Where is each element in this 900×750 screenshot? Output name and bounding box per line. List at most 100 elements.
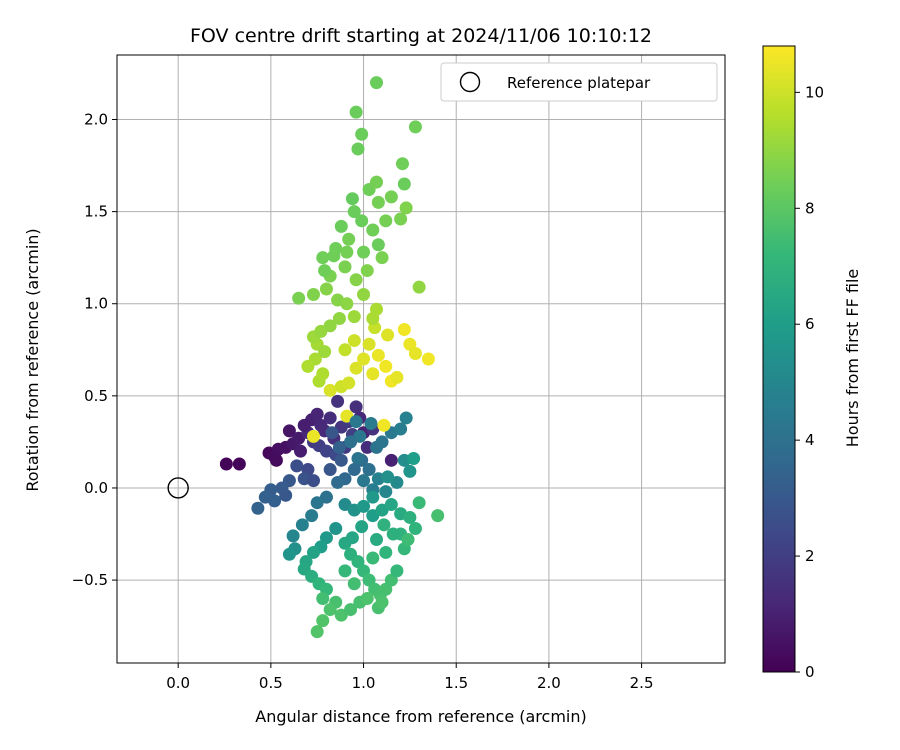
x-tick-label: 0.5	[259, 674, 283, 692]
y-axis-ticks: −0.5 0.0 0.5 1.0 1.5 2.0	[72, 110, 117, 589]
data-point	[357, 245, 371, 259]
legend-reference-marker-icon	[459, 71, 481, 93]
colorbar-label: Hours from first FF file	[843, 269, 862, 448]
data-point	[357, 474, 371, 488]
data-point	[407, 451, 421, 465]
data-point	[390, 370, 404, 384]
data-point	[297, 418, 311, 432]
data-point	[394, 422, 408, 436]
colorbar-ticks: 0 2 4 6 8 10	[795, 83, 824, 681]
data-point	[294, 444, 308, 458]
chart-title: FOV centre drift starting at 2024/11/06 …	[190, 25, 652, 47]
data-point	[377, 418, 391, 432]
data-point	[323, 319, 337, 333]
data-point	[366, 223, 380, 237]
data-point	[347, 463, 361, 477]
data-point	[347, 577, 361, 591]
data-point	[323, 463, 337, 477]
data-point	[219, 457, 233, 471]
data-point	[375, 251, 389, 265]
data-point	[355, 214, 369, 228]
data-point	[338, 260, 352, 274]
data-point	[349, 273, 363, 287]
data-point	[366, 490, 380, 504]
data-point	[384, 453, 398, 467]
data-point	[351, 142, 365, 156]
data-point	[357, 352, 371, 366]
data-point	[386, 527, 400, 541]
x-tick-label: 2.0	[537, 674, 561, 692]
data-point	[360, 440, 374, 454]
data-point	[395, 157, 409, 171]
reference-marker-layer	[167, 477, 189, 499]
y-tick-label: 0.0	[84, 479, 108, 497]
reference-platepar-marker	[167, 477, 189, 499]
data-point	[319, 282, 333, 296]
data-point	[394, 212, 408, 226]
data-point	[310, 407, 324, 421]
data-point	[357, 499, 371, 513]
data-point	[379, 359, 393, 373]
x-tick-label: 1.0	[352, 674, 376, 692]
y-tick-label: −0.5	[72, 571, 108, 589]
data-point	[370, 175, 384, 189]
data-point	[344, 435, 358, 449]
data-point	[342, 232, 356, 246]
data-point	[408, 522, 422, 536]
data-point	[355, 127, 369, 141]
data-point	[421, 352, 435, 366]
y-tick-label: 0.5	[84, 387, 108, 405]
data-point	[338, 343, 352, 357]
x-axis-label: Angular distance from reference (arcmin)	[255, 707, 586, 726]
data-point	[366, 367, 380, 381]
colorbar: 0 2 4 6 8 10 Hours from first FF file	[762, 45, 862, 681]
colorbar-tick-label: 4	[805, 431, 815, 449]
data-point	[384, 190, 398, 204]
data-point	[347, 334, 361, 348]
colorbar-tick-label: 0	[805, 663, 815, 681]
data-point	[366, 551, 380, 565]
data-point	[251, 501, 265, 515]
data-point	[323, 383, 337, 397]
data-point	[397, 177, 411, 191]
data-point	[349, 400, 363, 414]
data-point	[316, 251, 330, 265]
data-point	[362, 337, 376, 351]
x-tick-label: 1.5	[444, 674, 468, 692]
data-point	[306, 429, 320, 443]
data-point	[306, 545, 320, 559]
data-point	[397, 323, 411, 337]
data-point	[318, 345, 332, 359]
data-point	[269, 453, 283, 467]
data-point	[344, 603, 358, 617]
data-point	[347, 310, 361, 324]
data-point	[357, 288, 371, 302]
data-point	[316, 614, 330, 628]
data-point	[375, 435, 389, 449]
data-point	[408, 120, 422, 134]
data-point	[312, 374, 326, 388]
data-point	[371, 238, 385, 252]
data-point	[349, 361, 363, 375]
data-point	[349, 415, 363, 429]
data-point	[292, 291, 306, 305]
data-point	[323, 603, 337, 617]
data-point	[268, 494, 282, 508]
data-point	[306, 474, 320, 488]
data-point	[323, 411, 337, 425]
x-tick-label: 2.5	[630, 674, 654, 692]
colorbar-tick-label: 10	[805, 83, 824, 101]
data-point	[377, 518, 391, 532]
data-point	[379, 545, 393, 559]
data-point	[412, 496, 426, 510]
data-point	[431, 509, 445, 523]
data-point	[360, 264, 374, 278]
data-point	[340, 245, 354, 259]
data-point	[366, 311, 380, 325]
data-point	[370, 533, 384, 547]
data-point	[375, 595, 389, 609]
data-point	[325, 426, 339, 440]
data-point	[379, 214, 393, 228]
y-tick-label: 1.0	[84, 295, 108, 313]
